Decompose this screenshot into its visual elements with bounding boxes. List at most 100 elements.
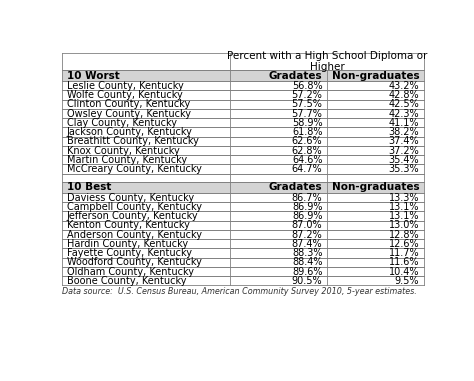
Bar bbox=[327, 248, 424, 258]
Text: 62.8%: 62.8% bbox=[292, 146, 322, 155]
Bar bbox=[230, 127, 327, 137]
Text: Oldham County, Kentucky: Oldham County, Kentucky bbox=[66, 267, 193, 277]
Text: 62.6%: 62.6% bbox=[292, 136, 322, 146]
Text: 13.1%: 13.1% bbox=[389, 202, 419, 212]
Bar bbox=[230, 202, 327, 211]
Bar bbox=[62, 221, 230, 230]
Text: Campbell County, Kentucky: Campbell County, Kentucky bbox=[66, 202, 201, 212]
Text: Fayette County, Kentucky: Fayette County, Kentucky bbox=[66, 248, 191, 258]
Text: 10.4%: 10.4% bbox=[389, 267, 419, 277]
Bar bbox=[62, 137, 230, 146]
Text: 89.6%: 89.6% bbox=[292, 267, 322, 277]
Bar bbox=[230, 221, 327, 230]
Text: Gradates: Gradates bbox=[269, 70, 322, 81]
Text: 57.5%: 57.5% bbox=[292, 99, 322, 109]
Bar bbox=[230, 211, 327, 221]
Bar bbox=[327, 127, 424, 137]
Text: Leslie County, Kentucky: Leslie County, Kentucky bbox=[66, 81, 183, 91]
Text: 13.3%: 13.3% bbox=[389, 193, 419, 203]
Bar bbox=[327, 155, 424, 164]
Bar bbox=[327, 137, 424, 146]
Text: 87.4%: 87.4% bbox=[292, 239, 322, 249]
Text: McCreary County, Kentucky: McCreary County, Kentucky bbox=[66, 164, 201, 174]
Bar bbox=[327, 81, 424, 90]
Bar bbox=[62, 193, 230, 202]
Bar bbox=[62, 81, 230, 90]
Bar bbox=[230, 81, 327, 90]
Bar bbox=[230, 146, 327, 155]
Bar bbox=[327, 239, 424, 248]
Bar bbox=[327, 100, 424, 109]
Bar bbox=[62, 146, 230, 155]
Text: 11.7%: 11.7% bbox=[389, 248, 419, 258]
Text: 64.7%: 64.7% bbox=[292, 164, 322, 174]
Bar bbox=[62, 100, 230, 109]
Text: 41.1%: 41.1% bbox=[389, 118, 419, 128]
Bar bbox=[327, 182, 424, 193]
Bar bbox=[62, 202, 230, 211]
Text: 42.8%: 42.8% bbox=[389, 90, 419, 100]
Bar bbox=[230, 109, 327, 118]
Bar bbox=[62, 53, 230, 70]
Text: 58.9%: 58.9% bbox=[292, 118, 322, 128]
Bar bbox=[230, 276, 327, 285]
Text: 12.6%: 12.6% bbox=[389, 239, 419, 249]
Text: Woodford County, Kentucky: Woodford County, Kentucky bbox=[66, 257, 201, 267]
Text: Jackson County, Kentucky: Jackson County, Kentucky bbox=[66, 127, 192, 137]
Bar bbox=[62, 90, 230, 100]
Text: 86.7%: 86.7% bbox=[292, 193, 322, 203]
Bar bbox=[62, 276, 230, 285]
Bar bbox=[230, 230, 327, 239]
Text: Jefferson County, Kentucky: Jefferson County, Kentucky bbox=[66, 211, 198, 221]
Bar bbox=[230, 118, 327, 127]
Text: 10 Worst: 10 Worst bbox=[66, 70, 119, 81]
Bar bbox=[327, 276, 424, 285]
Bar bbox=[62, 267, 230, 276]
Bar bbox=[62, 118, 230, 127]
Bar bbox=[230, 182, 327, 193]
Text: 57.2%: 57.2% bbox=[292, 90, 322, 100]
Bar bbox=[327, 211, 424, 221]
Bar bbox=[230, 164, 327, 174]
Text: 37.4%: 37.4% bbox=[389, 136, 419, 146]
Text: Hardin County, Kentucky: Hardin County, Kentucky bbox=[66, 239, 188, 249]
Text: 57.7%: 57.7% bbox=[292, 109, 322, 118]
Bar bbox=[230, 70, 327, 81]
Bar bbox=[62, 211, 230, 221]
Bar bbox=[62, 230, 230, 239]
Text: Non-graduates: Non-graduates bbox=[332, 70, 419, 81]
Text: 86.9%: 86.9% bbox=[292, 211, 322, 221]
Bar bbox=[62, 239, 230, 248]
Bar bbox=[327, 202, 424, 211]
Text: 64.6%: 64.6% bbox=[292, 155, 322, 165]
Bar bbox=[230, 258, 327, 267]
Bar bbox=[327, 109, 424, 118]
Text: Gradates: Gradates bbox=[269, 182, 322, 192]
Bar bbox=[327, 118, 424, 127]
Text: 88.4%: 88.4% bbox=[292, 257, 322, 267]
Text: Wolfe County, Kentucky: Wolfe County, Kentucky bbox=[66, 90, 182, 100]
Bar bbox=[327, 230, 424, 239]
Text: 11.6%: 11.6% bbox=[389, 257, 419, 267]
Bar bbox=[62, 258, 230, 267]
Text: 13.1%: 13.1% bbox=[389, 211, 419, 221]
Text: Clinton County, Kentucky: Clinton County, Kentucky bbox=[66, 99, 190, 109]
Text: Data source:  U.S. Census Bureau, American Community Survey 2010, 5-year estimat: Data source: U.S. Census Bureau, America… bbox=[62, 287, 417, 296]
Bar bbox=[327, 221, 424, 230]
Bar bbox=[230, 267, 327, 276]
Text: 56.8%: 56.8% bbox=[292, 81, 322, 91]
Bar bbox=[62, 70, 230, 81]
Text: 88.3%: 88.3% bbox=[292, 248, 322, 258]
Text: Clay County, Kentucky: Clay County, Kentucky bbox=[66, 118, 177, 128]
Bar bbox=[62, 155, 230, 164]
Text: 61.8%: 61.8% bbox=[292, 127, 322, 137]
Text: 38.2%: 38.2% bbox=[389, 127, 419, 137]
Text: Percent with a High School Diploma or
Higher: Percent with a High School Diploma or Hi… bbox=[227, 51, 427, 72]
Text: 10 Best: 10 Best bbox=[66, 182, 111, 192]
Text: 86.9%: 86.9% bbox=[292, 202, 322, 212]
Bar bbox=[327, 258, 424, 267]
Bar bbox=[230, 239, 327, 248]
Text: Owsley County, Kentucky: Owsley County, Kentucky bbox=[66, 109, 191, 118]
Text: 87.2%: 87.2% bbox=[292, 230, 322, 240]
Bar bbox=[230, 53, 424, 70]
